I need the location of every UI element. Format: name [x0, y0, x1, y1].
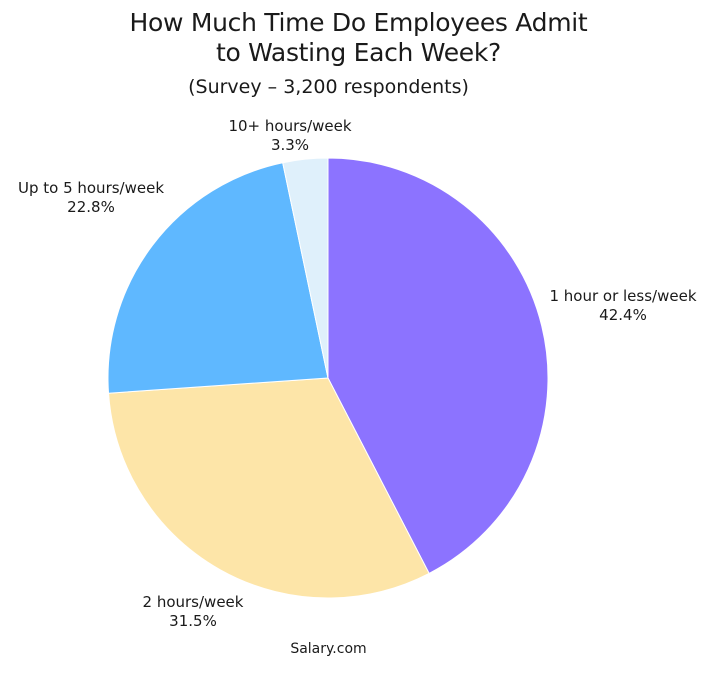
slice-label-1-hour-or-less: 1 hour or less/week 42.4%	[548, 287, 698, 325]
slice-value: 3.3%	[270, 136, 310, 154]
source-credit: Salary.com	[290, 641, 367, 657]
pie-slice-10-hours-week	[282, 157, 329, 379]
slice-label-2-hours: 2 hours/week 31.5%	[118, 593, 268, 631]
pie-slice-1-hour-or-less-week	[327, 157, 549, 575]
chart-title-line-1: How Much Time Do Employees Admit	[129, 8, 588, 37]
pie-slice-up-to-5-hours-week	[107, 162, 329, 394]
slice-label-up-to-5-hours: Up to 5 hours/week 22.8%	[0, 179, 182, 217]
slice-category: 2 hours/week	[142, 593, 244, 611]
chart-subtitle: (Survey – 3,200 respondents)	[188, 76, 469, 98]
chart-title-line-2: to Wasting Each Week?	[215, 38, 502, 67]
slice-value: 31.5%	[169, 612, 217, 630]
slice-category: 10+ hours/week	[228, 117, 352, 135]
slice-category: 1 hour or less/week	[549, 287, 697, 305]
chart-title: How Much Time Do Employees Admit to Wast…	[0, 8, 717, 68]
slice-value: 22.8%	[67, 198, 115, 216]
pie-slice-2-hours-week	[107, 377, 430, 599]
slice-label-10-plus-hours: 10+ hours/week 3.3%	[222, 117, 358, 155]
slice-category: Up to 5 hours/week	[17, 179, 165, 197]
slice-value: 42.4%	[599, 306, 647, 324]
